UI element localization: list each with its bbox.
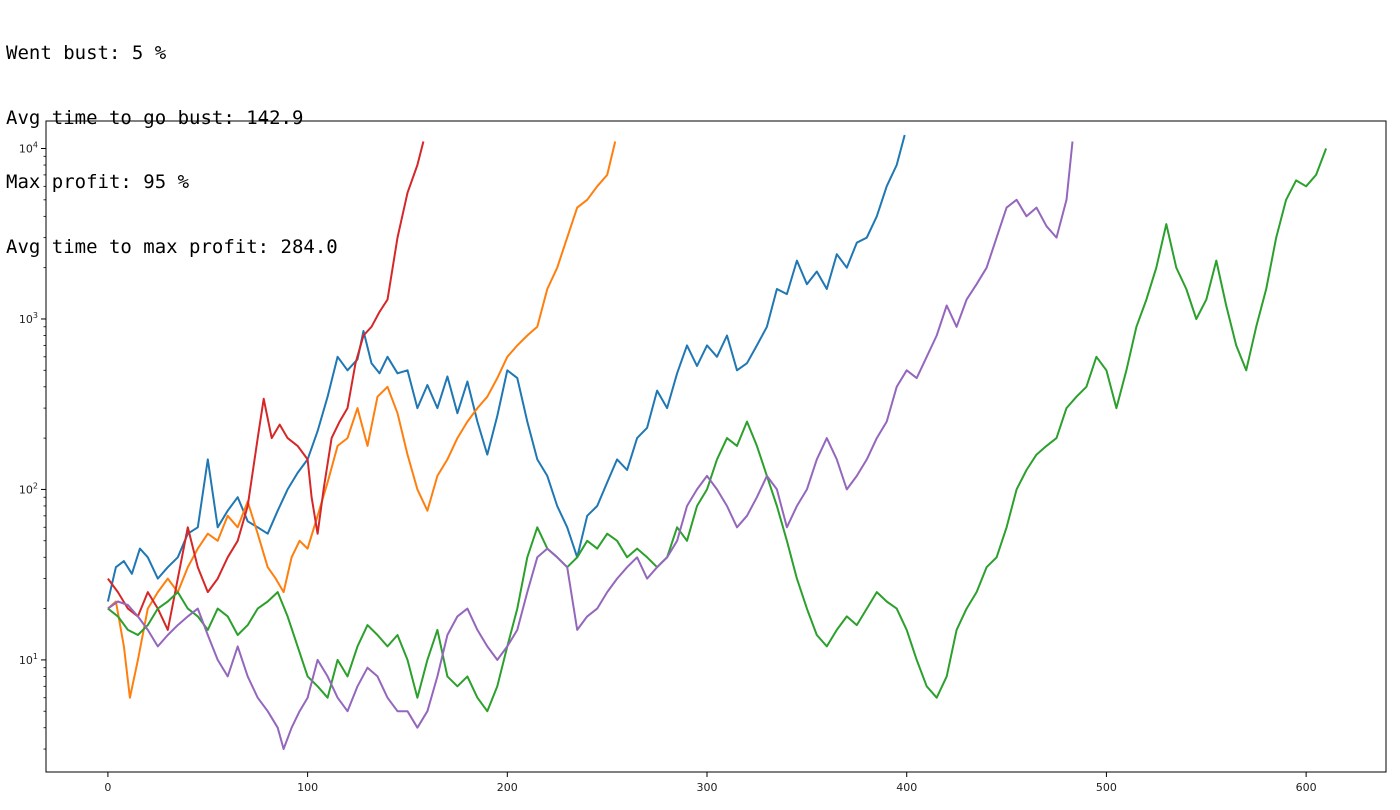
x-tick-label: 600: [1296, 781, 1317, 794]
x-tick-label: 0: [104, 781, 111, 794]
series-line-3: [107, 148, 1328, 713]
stat-avg-time-bust: Avg time to go bust: 142.9: [6, 106, 304, 129]
y-tick-label: 102: [19, 481, 38, 496]
y-tick-label: 104: [19, 141, 38, 156]
x-tick-label: 500: [1096, 781, 1117, 794]
series-line-0: [106, 134, 906, 602]
x-tick-label: 400: [896, 781, 917, 794]
axis-layer: 0 100 200 300 400 500 600 101 102 103 104: [19, 141, 1317, 794]
x-tick-label: 200: [497, 781, 518, 794]
series-line-1: [107, 141, 617, 699]
series-line-2: [107, 141, 425, 631]
x-tick-label: 300: [697, 781, 718, 794]
stat-avg-time-max-profit: Avg time to max profit: 284.0: [6, 235, 338, 258]
stat-went-bust: Went bust: 5 %: [6, 42, 167, 64]
y-tick-label: 101: [19, 652, 38, 667]
series-layer: [106, 134, 1328, 750]
stats-output: Went bust: 5 % Avg time to go bust: 142.…: [6, 0, 338, 280]
y-tick-label: 103: [19, 311, 38, 326]
series-line-4: [107, 141, 1074, 750]
x-tick-label: 100: [297, 781, 318, 794]
plot-frame: [45, 120, 1387, 773]
stat-max-profit: Max profit: 95 %: [6, 171, 190, 193]
